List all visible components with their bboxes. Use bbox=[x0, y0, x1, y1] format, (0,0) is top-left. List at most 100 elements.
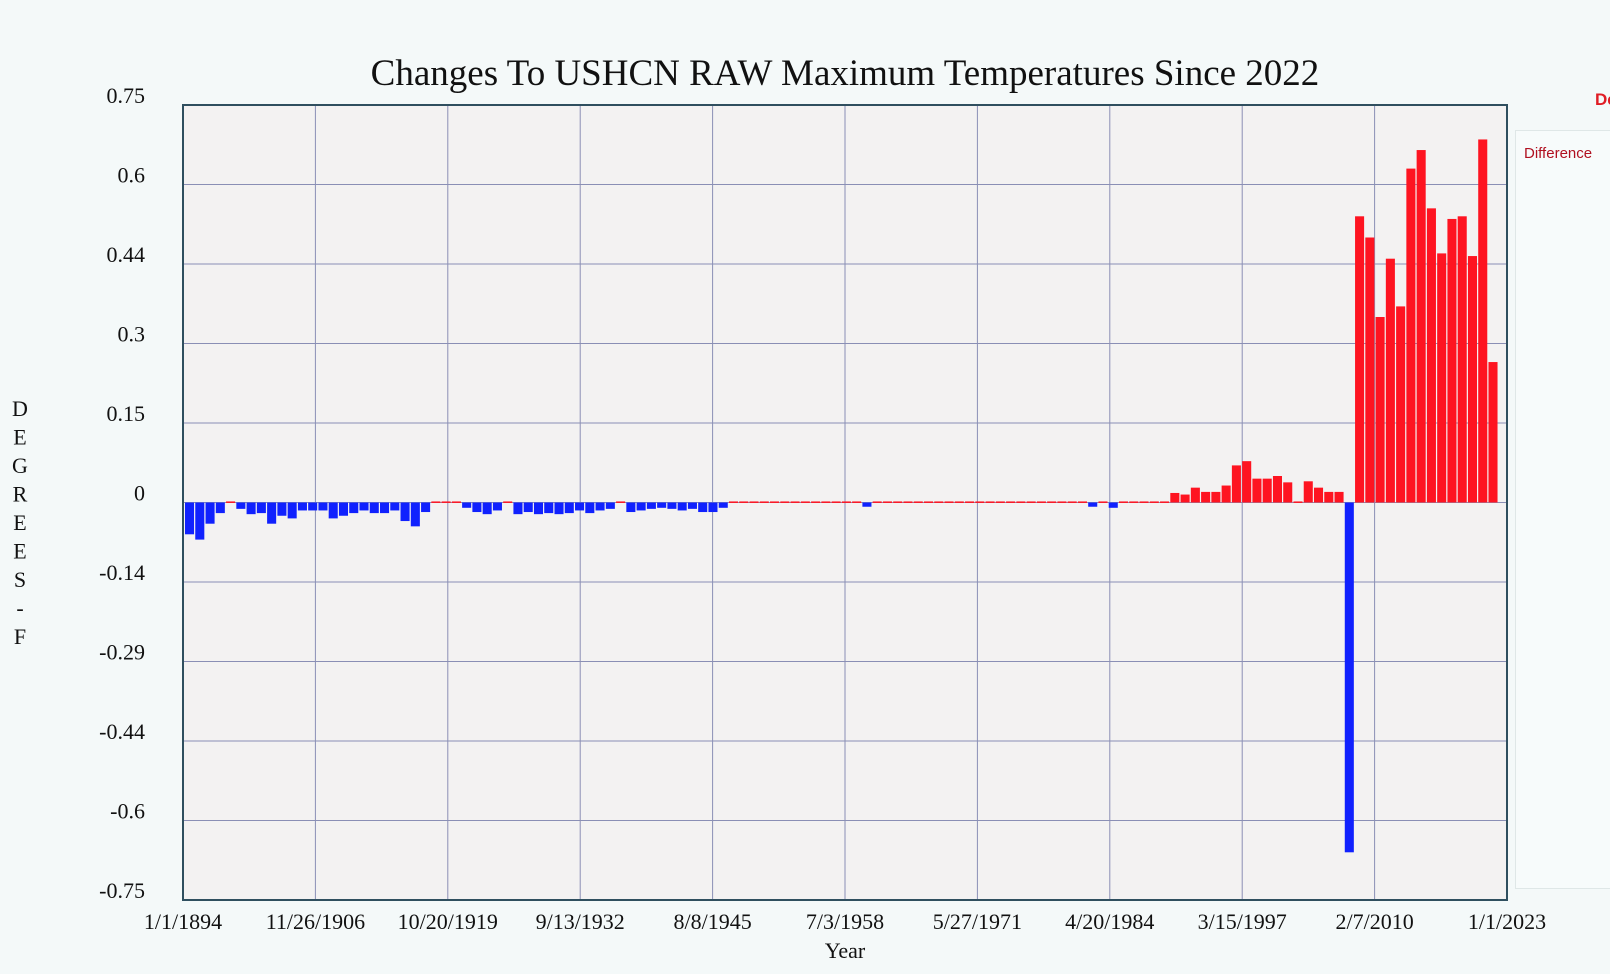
bar[interactable] bbox=[369, 502, 379, 514]
bar[interactable] bbox=[236, 502, 246, 509]
bar[interactable] bbox=[451, 501, 461, 503]
bar[interactable] bbox=[1170, 492, 1180, 503]
bar[interactable] bbox=[359, 502, 369, 511]
bar[interactable] bbox=[605, 502, 615, 509]
bar[interactable] bbox=[1057, 501, 1067, 503]
bar[interactable] bbox=[503, 501, 513, 503]
bar[interactable] bbox=[1231, 465, 1241, 503]
bar[interactable] bbox=[482, 502, 492, 515]
bar[interactable] bbox=[1467, 256, 1478, 503]
bar[interactable] bbox=[687, 502, 697, 509]
bar[interactable] bbox=[780, 501, 790, 503]
bar[interactable] bbox=[523, 502, 533, 513]
bar[interactable] bbox=[1355, 216, 1365, 503]
bar[interactable] bbox=[472, 502, 482, 513]
bar[interactable] bbox=[441, 501, 451, 503]
bar[interactable] bbox=[790, 501, 800, 503]
bar[interactable] bbox=[195, 502, 205, 540]
bar[interactable] bbox=[995, 501, 1005, 503]
bar[interactable] bbox=[770, 501, 780, 503]
bar[interactable] bbox=[636, 502, 646, 511]
bar[interactable] bbox=[1313, 487, 1324, 503]
bar[interactable] bbox=[759, 501, 769, 503]
bar[interactable] bbox=[390, 502, 400, 511]
bar[interactable] bbox=[831, 501, 841, 503]
bar[interactable] bbox=[872, 501, 882, 503]
bar[interactable] bbox=[1262, 478, 1272, 503]
bar[interactable] bbox=[841, 501, 851, 503]
bar[interactable] bbox=[1118, 501, 1129, 503]
bar[interactable] bbox=[677, 502, 687, 511]
bar[interactable] bbox=[462, 502, 472, 508]
bar[interactable] bbox=[380, 502, 390, 514]
bar[interactable] bbox=[410, 502, 420, 527]
bar[interactable] bbox=[1396, 306, 1406, 503]
bar[interactable] bbox=[913, 501, 923, 503]
bar[interactable] bbox=[657, 502, 667, 508]
bar[interactable] bbox=[1242, 461, 1252, 503]
bar[interactable] bbox=[575, 502, 585, 511]
bar[interactable] bbox=[246, 502, 256, 515]
bar[interactable] bbox=[1426, 208, 1436, 503]
bar[interactable] bbox=[1149, 501, 1159, 503]
bar[interactable] bbox=[862, 502, 872, 507]
bar[interactable] bbox=[903, 501, 913, 503]
bar[interactable] bbox=[328, 502, 338, 519]
bar[interactable] bbox=[667, 502, 677, 509]
bar[interactable] bbox=[646, 502, 656, 509]
bar[interactable] bbox=[492, 502, 502, 511]
bar[interactable] bbox=[1190, 487, 1200, 503]
bar[interactable] bbox=[287, 502, 297, 519]
bar[interactable] bbox=[708, 502, 718, 513]
bar[interactable] bbox=[1252, 478, 1262, 503]
bar[interactable] bbox=[923, 501, 934, 503]
bar[interactable] bbox=[1488, 362, 1498, 503]
bar[interactable] bbox=[965, 501, 975, 503]
bar[interactable] bbox=[1437, 253, 1447, 503]
bar[interactable] bbox=[944, 501, 954, 503]
bar[interactable] bbox=[821, 501, 831, 503]
bar[interactable] bbox=[1098, 501, 1108, 503]
bar[interactable] bbox=[564, 502, 574, 514]
bar[interactable] bbox=[1385, 258, 1395, 503]
bar[interactable] bbox=[1457, 216, 1467, 503]
bar[interactable] bbox=[1293, 501, 1303, 503]
bar[interactable] bbox=[626, 502, 636, 513]
bar[interactable] bbox=[297, 502, 307, 511]
bar[interactable] bbox=[1406, 168, 1416, 503]
bar[interactable] bbox=[1088, 502, 1098, 507]
bar[interactable] bbox=[728, 501, 739, 503]
bar[interactable] bbox=[1365, 237, 1375, 503]
bar[interactable] bbox=[1026, 501, 1036, 503]
bar[interactable] bbox=[308, 502, 318, 511]
bar[interactable] bbox=[1283, 482, 1293, 503]
bar[interactable] bbox=[544, 502, 554, 514]
bar[interactable] bbox=[852, 501, 862, 503]
bar[interactable] bbox=[338, 502, 349, 516]
bar[interactable] bbox=[185, 502, 195, 535]
bar[interactable] bbox=[256, 502, 266, 514]
bar[interactable] bbox=[215, 502, 225, 514]
bar[interactable] bbox=[1334, 491, 1344, 503]
bar[interactable] bbox=[985, 501, 995, 503]
bar[interactable] bbox=[1324, 491, 1334, 503]
bar[interactable] bbox=[1375, 317, 1385, 503]
bar[interactable] bbox=[400, 502, 410, 522]
bar[interactable] bbox=[226, 501, 236, 503]
bar[interactable] bbox=[1272, 476, 1282, 503]
bar[interactable] bbox=[1006, 501, 1016, 503]
bar[interactable] bbox=[1160, 501, 1170, 503]
bar[interactable] bbox=[318, 502, 328, 511]
bar[interactable] bbox=[1077, 501, 1087, 503]
bar[interactable] bbox=[431, 501, 441, 503]
bar[interactable] bbox=[749, 501, 759, 503]
bar[interactable] bbox=[718, 502, 728, 508]
bar[interactable] bbox=[1067, 501, 1077, 503]
bar[interactable] bbox=[1139, 501, 1149, 503]
bar[interactable] bbox=[1447, 218, 1457, 503]
bar[interactable] bbox=[800, 501, 810, 503]
bar[interactable] bbox=[698, 502, 708, 513]
bar[interactable] bbox=[882, 501, 892, 503]
bar[interactable] bbox=[934, 501, 944, 503]
bar[interactable] bbox=[267, 502, 277, 524]
